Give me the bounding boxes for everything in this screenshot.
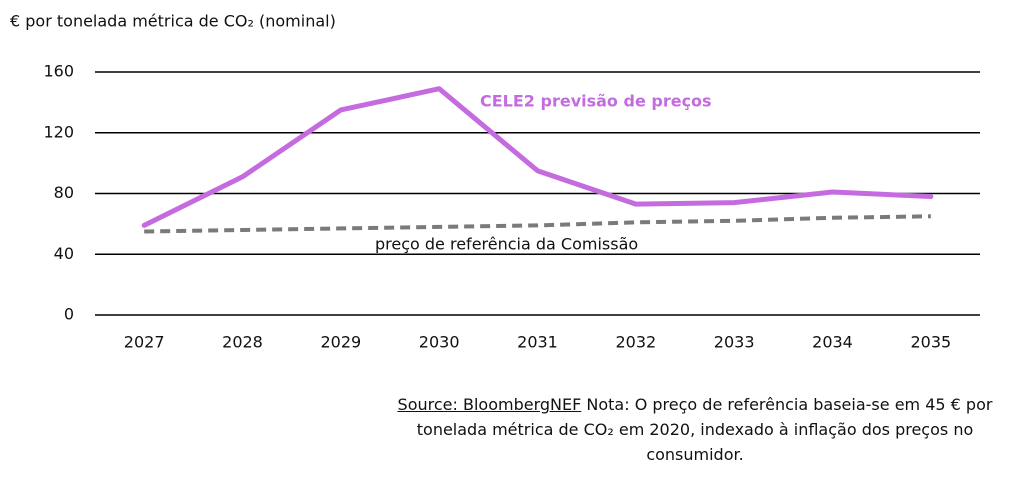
x-tick-label: 2027 (124, 333, 165, 352)
source: Source: BloombergNEF (397, 395, 582, 414)
x-tick-label: 2030 (419, 333, 460, 352)
series-label: preço de referência da Comissão (375, 235, 638, 254)
x-tick-label: 2033 (714, 333, 755, 352)
y-tick-label: 40 (54, 244, 74, 263)
x-tick-label: 2028 (222, 333, 263, 352)
y-tick-label: 160 (43, 62, 74, 81)
y-tick-label: 120 (43, 122, 74, 141)
series-line (144, 214, 931, 234)
x-tick-label: 2032 (615, 333, 656, 352)
x-tick-label: 2029 (320, 333, 361, 352)
y-axis-label: € por tonelada métrica de CO₂ (nominal) (10, 12, 336, 31)
footnote: Source: BloombergNEF Nota: O preço de re… (380, 392, 1010, 467)
chart: € por tonelada métrica de CO₂ (nominal) … (10, 12, 980, 352)
x-tick-label: 2034 (812, 333, 853, 352)
note: Nota: O preço de referência baseia-se em… (416, 395, 993, 464)
y-tick-label: 80 (54, 183, 74, 202)
x-tick-label: 2035 (910, 333, 951, 352)
series-line (141, 86, 934, 228)
x-tick-label: 2031 (517, 333, 558, 352)
series-label: CELE2 previsão de preços (480, 92, 712, 111)
y-tick-label: 0 (64, 305, 74, 324)
